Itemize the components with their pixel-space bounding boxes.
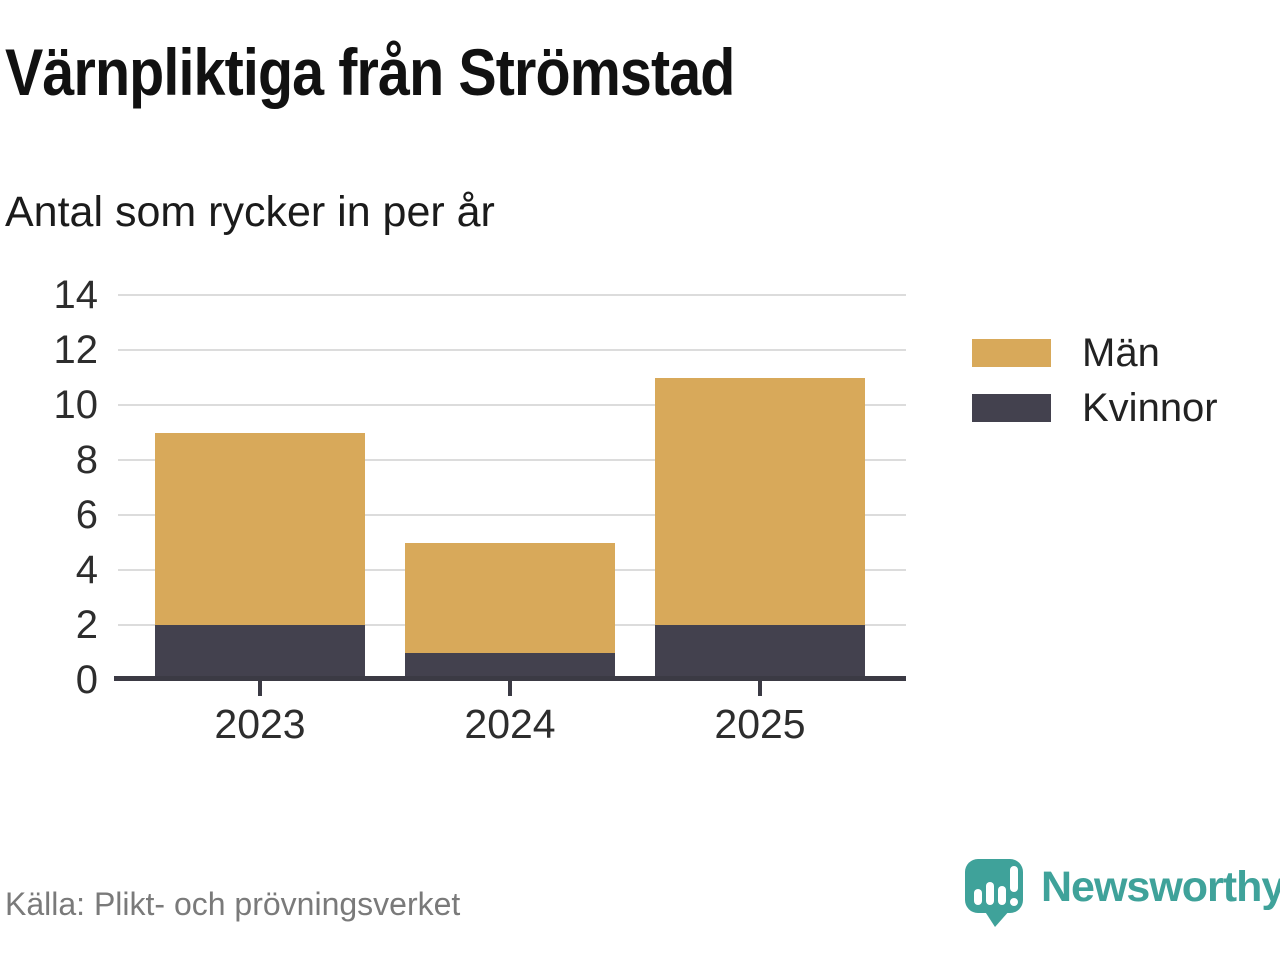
brand-logo: Newsworthy xyxy=(964,858,1280,928)
legend-item: Män xyxy=(972,332,1218,374)
y-tick-label: 0 xyxy=(75,658,98,702)
x-axis-tick xyxy=(508,681,512,696)
y-tick-label: 12 xyxy=(53,328,99,372)
x-tick-label: 2025 xyxy=(714,701,806,747)
y-tick-label: 10 xyxy=(53,383,99,427)
legend-item: Kvinnor xyxy=(972,387,1218,429)
x-axis-tick xyxy=(758,681,762,696)
legend: Män Kvinnor xyxy=(972,332,1218,429)
brand-name: Newsworthy xyxy=(1041,863,1280,911)
y-tick-label: 2 xyxy=(75,603,98,647)
y-tick-label: 4 xyxy=(75,548,98,592)
chart-subtitle: Antal som rycker in per år xyxy=(5,188,495,236)
bar-segment-män xyxy=(155,432,365,625)
legend-label: Kvinnor xyxy=(1082,386,1218,430)
x-axis-tick xyxy=(258,681,262,696)
legend-label: Män xyxy=(1082,331,1160,375)
bar-segment-kvinnor xyxy=(155,625,365,680)
y-tick-label: 6 xyxy=(75,493,98,537)
gridline xyxy=(118,294,906,296)
bar-segment-kvinnor xyxy=(405,652,615,680)
x-axis-line xyxy=(114,676,906,681)
gridline xyxy=(118,349,906,351)
newsworthy-icon xyxy=(965,859,1023,927)
gridline xyxy=(118,514,906,516)
x-tick-label: 2023 xyxy=(214,701,306,747)
bar-segment-män xyxy=(405,542,615,653)
y-tick-label: 14 xyxy=(53,273,99,317)
source-note: Källa: Plikt- och prövningsverket xyxy=(5,886,461,922)
legend-swatch xyxy=(972,339,1051,367)
bar-segment-män xyxy=(655,377,865,625)
y-tick-label: 8 xyxy=(75,438,98,482)
bar-segment-kvinnor xyxy=(655,625,865,680)
legend-swatch xyxy=(972,394,1051,422)
gridline xyxy=(118,404,906,406)
x-tick-label: 2024 xyxy=(464,701,556,747)
gridline xyxy=(118,459,906,461)
chart-title: Värnpliktiga från Strömstad xyxy=(5,35,735,109)
